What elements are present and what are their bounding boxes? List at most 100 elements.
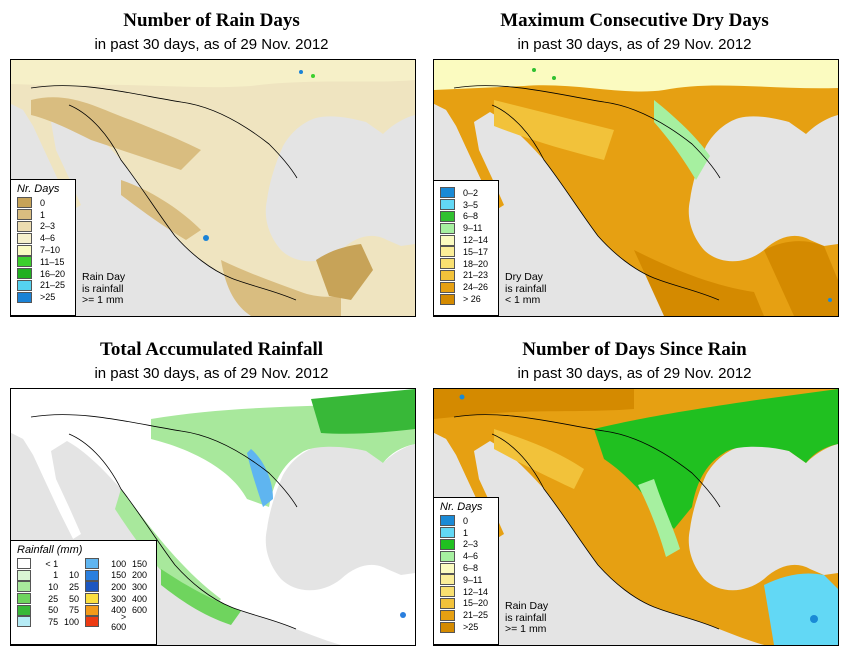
panel-total-rainfall: Total Accumulated Rainfall in past 30 da… (0, 329, 423, 658)
legend-swatch (17, 279, 32, 291)
legend-item: 21–25 (11, 279, 75, 292)
legend-label: 4–6 (40, 233, 56, 244)
note-line: Rain Day (82, 271, 126, 283)
legend-swatch (17, 220, 32, 232)
legend-item: 400 600 (79, 604, 147, 616)
legend-range-high: 75 (68, 605, 79, 616)
legend-range-low: < 1 (45, 558, 59, 569)
legend-item: 2–3 (434, 538, 498, 551)
legend-item: 24–26 (434, 281, 498, 293)
legend-swatch (17, 244, 32, 256)
legend-swatch (440, 574, 455, 586)
legend-range-high: 25 (68, 581, 79, 592)
note-line: >= 1 mm (82, 294, 124, 306)
legend-label: 21–25 (40, 280, 66, 291)
legend-title: Nr. Days (440, 501, 483, 513)
legend-swatch (440, 562, 455, 574)
mexico-map (11, 60, 415, 316)
legend-swatch (440, 293, 455, 305)
legend-item: 2–3 (11, 220, 75, 233)
panel-max-dry-days: Maximum Consecutive Dry Days in past 30 … (423, 0, 846, 329)
legend-item: 3–5 (434, 199, 498, 211)
legend-label: > 26 (463, 294, 481, 305)
mexico-map (11, 389, 415, 645)
legend-label: 15–17 (463, 246, 489, 257)
legend-range-high: 200 (131, 570, 147, 581)
panel-title: Number of Rain Days (123, 10, 300, 31)
legend-title: Nr. Days (17, 183, 60, 195)
legend-range-low: 10 (48, 581, 59, 592)
legend-item: 21–23 (434, 269, 498, 282)
legend-swatch (440, 246, 455, 258)
legend-range-low: 150 (111, 570, 127, 581)
legend-label: 0–2 (463, 187, 479, 198)
note-line: is rainfall (82, 282, 124, 295)
legend-item: 4–6 (434, 550, 498, 562)
definition-note: Dry Day is rainfall < 1 mm (505, 271, 546, 307)
legend-rain-days: Nr. Days 0 1 2–3 4–6 7–10 11–15 16–20 21… (10, 179, 76, 316)
legend-swatch (440, 550, 455, 562)
panel-subtitle: in past 30 days, as of 29 Nov. 2012 (517, 365, 752, 382)
note-line: Rain Day (505, 600, 549, 612)
legend-swatch (17, 616, 32, 628)
legend-label: 12–14 (463, 586, 489, 597)
legend-swatch (17, 268, 32, 280)
legend-label: 6–8 (463, 563, 479, 574)
note-line: Dry Day (505, 271, 543, 283)
legend-swatch (440, 199, 455, 211)
legend-item: 1 (11, 209, 75, 221)
legend-label: 6–8 (463, 211, 479, 222)
legend-swatch (17, 604, 32, 616)
legend-range-low: > 600 (111, 611, 127, 632)
panel-days-since-rain: Number of Days Since Rain in past 30 day… (423, 329, 846, 658)
legend-item: 21–25 (434, 609, 498, 621)
legend-label: 9–11 (463, 223, 483, 234)
legend-swatch (440, 538, 455, 550)
legend-range-low: 25 (48, 593, 59, 604)
note-line: >= 1 mm (505, 623, 547, 635)
legend-swatch (440, 269, 455, 281)
legend-item: 10 25 (11, 581, 79, 593)
legend-swatch (440, 187, 455, 199)
definition-note: Rain Day is rainfall >= 1 mm (82, 271, 126, 307)
legend-range-high: 600 (131, 605, 147, 616)
legend-swatch (85, 593, 100, 605)
legend-item: 200 300 (79, 581, 147, 593)
legend-item: < 1 (11, 558, 79, 570)
legend-swatch (17, 291, 32, 303)
legend-item: 12–14 (434, 234, 498, 246)
legend-swatch (17, 197, 32, 209)
legend-label: 18–20 (463, 258, 489, 269)
legend-item: 100 150 (79, 558, 147, 570)
panel-subtitle: in past 30 days, as of 29 Nov. 2012 (94, 36, 329, 53)
legend-label: >25 (463, 622, 479, 633)
legend-item: 15–17 (434, 246, 498, 258)
legend-rainfall: Rainfall (mm) < 1 1 10 10 25 25 50 50 75 75 1… (10, 540, 157, 645)
legend-label: 21–25 (463, 610, 489, 621)
panel-title: Number of Days Since Rain (522, 339, 747, 360)
note-line: < 1 mm (505, 294, 541, 306)
legend-item: >25 (11, 291, 75, 303)
legend-title: Rainfall (mm) (17, 544, 83, 556)
legend-label: 0 (463, 515, 469, 526)
legend-swatch (440, 609, 455, 621)
mexico-map (434, 60, 838, 316)
map-rain-days (10, 59, 416, 317)
legend-swatch (85, 604, 100, 616)
legend-swatch (17, 581, 32, 593)
panel-title: Maximum Consecutive Dry Days (500, 10, 769, 31)
legend-range-low: 75 (48, 616, 59, 627)
legend-swatch (17, 209, 32, 221)
legend-label: 11–15 (40, 256, 65, 267)
legend-swatch (17, 232, 32, 244)
legend-item: 1 (434, 527, 498, 539)
panel-subtitle: in past 30 days, as of 29 Nov. 2012 (94, 365, 329, 382)
legend-label: 21–23 (463, 270, 489, 281)
land-area (11, 389, 415, 645)
legend-swatch (17, 569, 32, 581)
legend-item: > 26 (434, 293, 498, 305)
legend-swatch (17, 593, 32, 605)
legend-dry-days: 0–2 3–5 6–8 9–11 12–14 15–17 18–20 21–23… (433, 180, 499, 316)
legend-label: 2–3 (463, 539, 479, 550)
legend-range-high: 50 (68, 593, 79, 604)
